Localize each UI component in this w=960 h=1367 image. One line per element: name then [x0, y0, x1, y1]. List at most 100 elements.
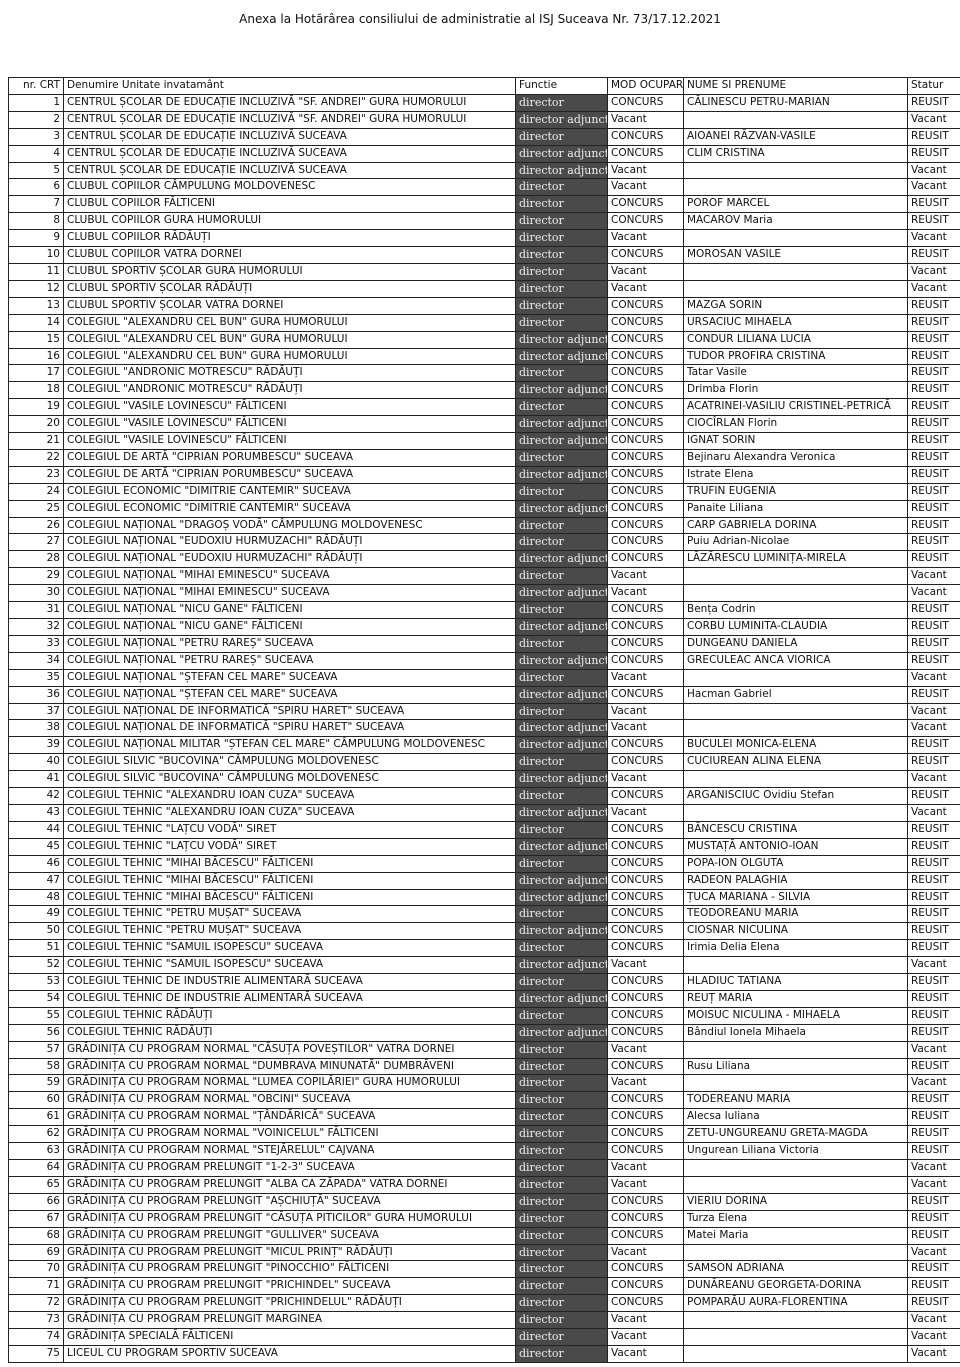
function: director [515, 905, 608, 924]
table-row: 28 COLEGIUL NAȚIONAL "EUDOXIU HURMUZACHI"… [8, 550, 960, 569]
row-number: 21 [8, 432, 64, 450]
table-row: 6 CLUBUL COPIILOR CÂMPULUNG MOLDOVENESC di… [8, 178, 960, 197]
table-row: 65 GRĂDINIȚA CU PROGRAM PRELUNGIT "ALBA C… [8, 1175, 960, 1194]
row-number: 39 [8, 736, 64, 755]
person-name: Rusu Liliana [683, 1057, 908, 1076]
unit-name: COLEGIUL TEHNIC "PETRU MUȘAT" SUCEAVA [63, 922, 516, 941]
occupation-mode: CONCURS [607, 1294, 684, 1313]
header-row: nr. CRT Denumire Unitate invatamânt Functi… [8, 77, 960, 95]
unit-name: COLEGIUL TEHNIC RĂDĂUȚI [63, 1023, 516, 1042]
row-number: 10 [8, 246, 64, 264]
status: REUSIT [907, 837, 960, 856]
occupation-mode: CONCURS [607, 195, 684, 214]
row-number: 24 [8, 482, 64, 501]
person-name: HLADIUC TATIANA [683, 973, 908, 991]
function: director [515, 702, 608, 721]
unit-name: COLEGIUL TEHNIC "SAMUIL ISOPESCU" SUCEAV… [63, 956, 516, 975]
unit-name: COLEGIUL NAȚIONAL "EUDOXIU HURMUZACHI" R… [63, 550, 516, 569]
unit-name: GRĂDINIȚA CU PROGRAM PRELUNGIT "PRICHIND… [63, 1294, 516, 1313]
column-header: Denumire Unitate invatamânt [63, 77, 516, 95]
row-number: 9 [8, 229, 64, 248]
unit-name: CENTRUL ȘCOLAR DE EDUCAȚIE INCLUZIVĂ SUC… [63, 161, 516, 180]
table-row: 56 COLEGIUL TEHNIC RĂDĂUȚI director adjunc… [8, 1023, 960, 1042]
function: director [515, 1344, 608, 1363]
person-name: MACAROV Maria [683, 212, 908, 231]
occupation-mode: Vacant [607, 702, 684, 721]
table-row: 27 COLEGIUL NAȚIONAL "EUDOXIU HURMUZACHI"… [8, 533, 960, 552]
row-number: 59 [8, 1074, 64, 1093]
table-row: 8 CLUBUL COPIILOR GURA HUMORULUI director C… [8, 212, 960, 231]
person-name [683, 1243, 908, 1262]
person-name [683, 702, 908, 721]
function: director [515, 516, 608, 535]
row-number: 73 [8, 1311, 64, 1330]
person-name: MOROSAN VASILE [683, 246, 908, 264]
person-name: TODEREANU MARIA [683, 1091, 908, 1110]
occupation-mode: CONCURS [607, 448, 684, 467]
person-name: Bența Codrin [683, 601, 908, 619]
person-name: VIERIU DORINA [683, 1192, 908, 1211]
table-row: 7 CLUBUL COPIILOR FĂLTICENI director CONCUR… [8, 195, 960, 214]
row-number: 67 [8, 1209, 64, 1228]
function: director adjunct [515, 770, 608, 789]
person-name: BUCULEI MONICA-ELENA [683, 736, 908, 755]
table-row: 2 CENTRUL ȘCOLAR DE EDUCAȚIE INCLUZIVĂ "S… [8, 110, 960, 129]
table-row: 63 GRĂDINIȚA CU PROGRAM NORMAL "STEJĂRELU… [8, 1142, 960, 1160]
unit-name: GRĂDINIȚA CU PROGRAM PRELUNGIT "GULLIVER… [63, 1226, 516, 1245]
unit-name: COLEGIUL DE ARTĂ "CIPRIAN PORUMBESCU" SU… [63, 448, 516, 467]
unit-name: COLEGIUL TEHNIC DE INDUSTRIE ALIMENTARĂ … [63, 973, 516, 991]
status: REUSIT [907, 1091, 960, 1110]
row-number: 5 [8, 161, 64, 180]
occupation-mode: CONCURS [607, 601, 684, 619]
occupation-mode: Vacant [607, 1311, 684, 1330]
function: director adjunct [515, 871, 608, 890]
person-name: Turza Elena [683, 1209, 908, 1228]
status: REUSIT [907, 1277, 960, 1296]
status: REUSIT [907, 448, 960, 467]
occupation-mode: CONCURS [607, 1277, 684, 1296]
function: director adjunct [515, 432, 608, 450]
row-number: 44 [8, 820, 64, 839]
status: REUSIT [907, 1125, 960, 1144]
status: REUSIT [907, 922, 960, 941]
occupation-mode: CONCURS [607, 837, 684, 856]
table-row: 39 COLEGIUL NAȚIONAL MILITAR "ȘTEFAN CEL … [8, 736, 960, 755]
row-number: 64 [8, 1159, 64, 1177]
status: REUSIT [907, 753, 960, 772]
table-row: 21 COLEGIUL "VASILE LOVINESCU" FĂLTICENI d… [8, 432, 960, 450]
row-number: 54 [8, 989, 64, 1008]
function: director [515, 1006, 608, 1025]
function: director [515, 296, 608, 315]
row-number: 45 [8, 837, 64, 856]
table-row: 20 COLEGIUL "VASILE LOVINESCU" FĂLTICENI d… [8, 415, 960, 434]
function: director [515, 634, 608, 653]
status: REUSIT [907, 144, 960, 163]
occupation-mode: Vacant [607, 161, 684, 180]
unit-name: GRĂDINIȚA CU PROGRAM PRELUNGIT "CĂSUȚA P… [63, 1209, 516, 1228]
unit-name: COLEGIUL NAȚIONAL "MIHAI EMINESCU" SUCEA… [63, 567, 516, 586]
row-number: 62 [8, 1125, 64, 1144]
row-number: 53 [8, 973, 64, 991]
occupation-mode: Vacant [607, 1159, 684, 1177]
table-row: 53 COLEGIUL TEHNIC DE INDUSTRIE ALIMENTAR… [8, 973, 960, 991]
function: director [515, 1159, 608, 1177]
unit-name: GRĂDINIȚA SPECIALĂ FĂLTICENI [63, 1328, 516, 1346]
status: REUSIT [907, 398, 960, 417]
function: director adjunct [515, 144, 608, 163]
table-row: 61 GRĂDINIȚA CU PROGRAM NORMAL "ȚÂNDĂRICĂ… [8, 1108, 960, 1127]
function: director adjunct [515, 922, 608, 941]
occupation-mode: CONCURS [607, 787, 684, 805]
table-row: 40 COLEGIUL SILVIC "BUCOVINA" CÂMPULUNG M… [8, 753, 960, 772]
function: director [515, 482, 608, 501]
status: REUSIT [907, 415, 960, 434]
status: REUSIT [907, 651, 960, 670]
function: director adjunct [515, 888, 608, 907]
table-row: 57 GRĂDINIȚA CU PROGRAM NORMAL "CĂSUȚA PO… [8, 1040, 960, 1059]
unit-name: GRĂDINIȚA CU PROGRAM NORMAL "STEJĂRELUL"… [63, 1142, 516, 1160]
row-number: 41 [8, 770, 64, 789]
unit-name: GRĂDINIȚA CU PROGRAM NORMAL "DUMBRAVA MI… [63, 1057, 516, 1076]
status: REUSIT [907, 212, 960, 231]
occupation-mode: CONCURS [607, 973, 684, 991]
function: director [515, 1175, 608, 1194]
function: director [515, 601, 608, 619]
